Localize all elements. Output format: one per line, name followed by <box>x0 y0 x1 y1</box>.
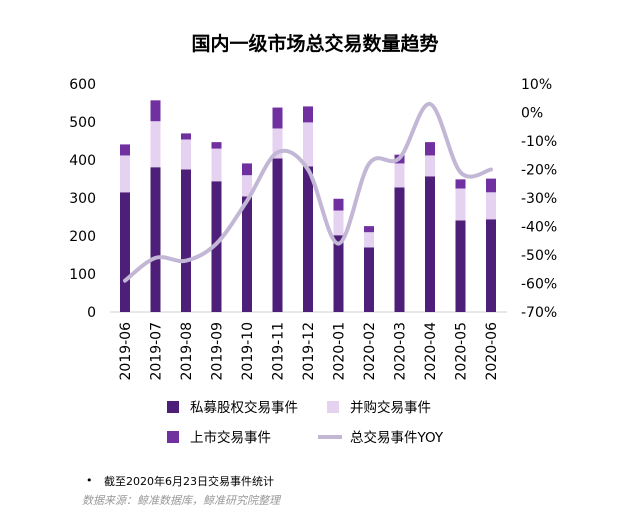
footnote: 截至2020年6月23日交易事件统计 <box>104 474 274 488</box>
y-tick-label: 300 <box>69 191 96 207</box>
bar-segment-2 <box>364 226 374 233</box>
legend-label: 总交易事件YOY <box>350 429 444 446</box>
x-tick-label: 2019-06 <box>118 322 134 381</box>
bar-segment-2 <box>211 142 222 149</box>
bar-segment-0 <box>425 176 435 312</box>
bar-segment-1 <box>425 155 435 177</box>
y-tick-label: 600 <box>69 77 96 93</box>
y2-tick-label: 10% <box>521 77 552 93</box>
bar-segment-1 <box>272 128 283 159</box>
y-tick-label: 500 <box>69 115 96 131</box>
bar-segment-1 <box>364 232 374 248</box>
x-tick-label: 2020-03 <box>393 322 409 381</box>
bar-segment-0 <box>120 192 130 312</box>
y2-tick-label: 0% <box>521 106 543 122</box>
x-tick-label: 2020-06 <box>484 322 500 381</box>
y-tick-label: 0 <box>87 305 96 321</box>
bar-segment-1 <box>150 121 161 168</box>
y2-tick-label: -50% <box>521 248 557 264</box>
bar-segment-1 <box>486 192 496 220</box>
y-tick-label: 400 <box>69 153 96 169</box>
bar-segment-2 <box>272 107 283 129</box>
bar-segment-1 <box>181 139 191 170</box>
bar-segment-1 <box>303 122 313 167</box>
bar-segment-0 <box>455 220 466 312</box>
bar-segment-1 <box>242 175 252 197</box>
bar-segment-1 <box>211 148 222 182</box>
x-axis: 2019-06 2019-07 2019-08 2019-09 2019-10 2019-… <box>118 322 500 381</box>
y2-tick-label: -10% <box>521 134 557 150</box>
bar-segment-2 <box>455 179 466 189</box>
legend-swatch-1 <box>327 401 339 413</box>
bar-segment-0 <box>394 187 405 312</box>
legend-label: 并购交易事件 <box>350 399 431 416</box>
y2-tick-label: -40% <box>521 220 557 236</box>
bar-segment-0 <box>181 169 191 312</box>
x-tick-label: 2019-10 <box>240 322 256 381</box>
bar-segment-0 <box>150 167 161 312</box>
x-tick-label: 2019-11 <box>271 322 287 381</box>
y-tick-label: 100 <box>69 267 96 283</box>
y2-tick-label: -20% <box>521 163 557 179</box>
bar-segment-0 <box>242 196 252 312</box>
y2-tick-label: -30% <box>521 191 557 207</box>
y2-tick-label: -70% <box>521 305 557 321</box>
bars <box>120 100 496 312</box>
bar-segment-0 <box>486 219 496 312</box>
x-tick-label: 2020-01 <box>332 322 348 381</box>
legend-swatch-2 <box>167 431 179 443</box>
bar-segment-1 <box>120 155 130 193</box>
x-tick-label: 2019-07 <box>149 322 165 381</box>
x-tick-label: 2020-02 <box>362 322 378 381</box>
bar-segment-0 <box>303 166 313 312</box>
bar-segment-2 <box>486 178 496 193</box>
x-tick-label: 2020-05 <box>454 322 470 381</box>
bar-segment-2 <box>181 133 191 140</box>
x-tick-label: 2019-12 <box>301 322 317 381</box>
bar-segment-2 <box>333 198 344 211</box>
y-tick-label: 200 <box>69 229 96 245</box>
bar-segment-1 <box>394 163 405 188</box>
source-note: 数据来源：鲸准数据库，鲸准研究院整理 <box>82 494 282 507</box>
legend-label: 私募股权交易事件 <box>190 399 298 416</box>
chart-title: 国内一级市场总交易数量趋势 <box>191 32 438 55</box>
y-axis-left: 0 100 200 300 400 500 600 <box>69 77 96 321</box>
legend-swatch-0 <box>167 401 179 413</box>
y2-tick-label: -60% <box>521 277 557 293</box>
bar-segment-2 <box>120 144 130 156</box>
x-tick-label: 2019-09 <box>210 322 226 381</box>
bar-segment-1 <box>455 188 466 221</box>
bar-segment-2 <box>242 163 252 176</box>
bar-segment-0 <box>364 247 374 312</box>
footnote-bullet: • <box>86 474 93 487</box>
x-tick-label: 2019-08 <box>179 322 195 381</box>
yoy-line <box>123 101 493 283</box>
y-axis-right: -70% -60% -50% -40% -30% -20% -10% 0% 10% <box>521 77 557 321</box>
bar-segment-0 <box>333 235 344 312</box>
bar-segment-0 <box>272 158 283 312</box>
bar-segment-2 <box>425 142 435 156</box>
bar-segment-1 <box>333 210 344 236</box>
bar-segment-2 <box>303 106 313 123</box>
legend-label: 上市交易事件 <box>190 429 271 446</box>
bar-segment-0 <box>211 181 222 312</box>
bar-segment-2 <box>150 100 161 122</box>
x-tick-label: 2020-04 <box>423 322 439 381</box>
